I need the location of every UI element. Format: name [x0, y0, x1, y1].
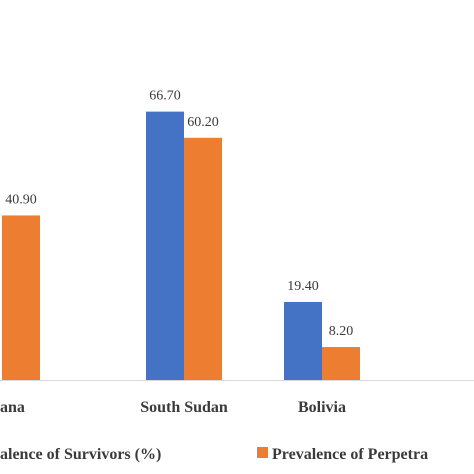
category-label-1: South Sudan: [140, 399, 228, 416]
bar-survivors-1: [146, 111, 184, 380]
legend-label-perpetrators: Prevalence of Perpetra: [272, 446, 428, 463]
bar-perpetrators-1: [184, 137, 222, 380]
legend: alence of Survivors (%) Prevalence of Pe…: [0, 446, 428, 463]
data-label-perpetrators-2: 8.20: [329, 324, 354, 339]
category-label-0: ana: [0, 399, 25, 416]
bar-perpetrators-0: [2, 215, 40, 380]
data-label-perpetrators-0: 40.90: [5, 192, 37, 207]
data-label-perpetrators-1: 60.20: [187, 115, 219, 130]
legend-label-survivors: alence of Survivors (%): [0, 446, 161, 463]
category-label-2: Bolivia: [298, 399, 346, 416]
data-label-survivors-1: 66.70: [149, 89, 181, 104]
legend-swatch-perpetrators: [257, 447, 268, 458]
bars-group: 66.70 19.40 40.90 60.20 8.20: [2, 89, 360, 380]
bar-perpetrators-2: [322, 347, 360, 380]
category-labels: ana South Sudan Bolivia: [0, 399, 346, 416]
bar-survivors-2: [284, 301, 322, 380]
data-label-survivors-2: 19.40: [287, 279, 319, 294]
